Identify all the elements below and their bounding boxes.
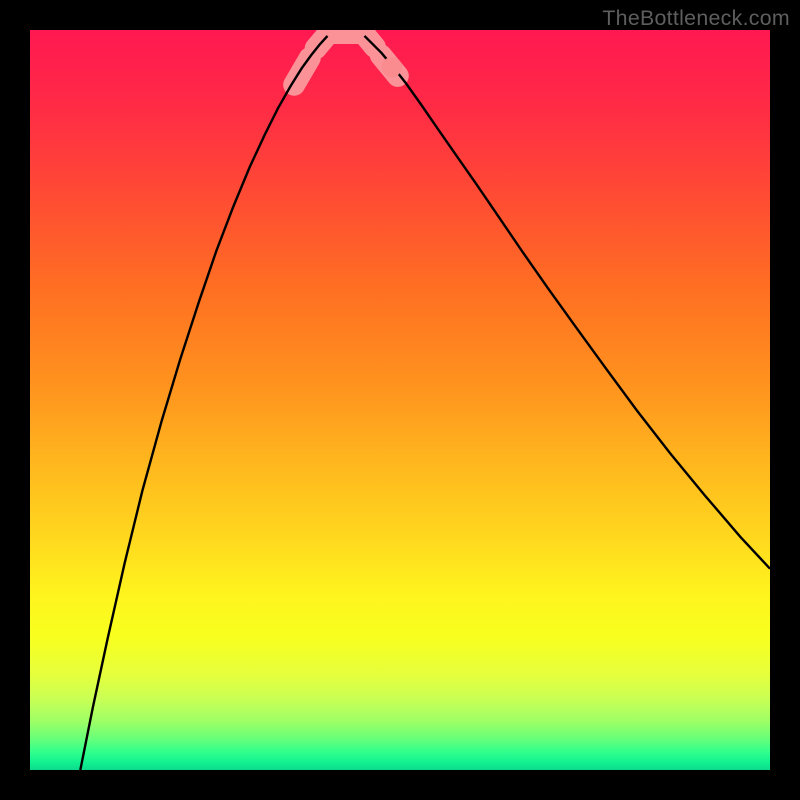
plot-area <box>30 30 770 770</box>
highlight-dot <box>382 57 402 77</box>
chart-container: TheBottleneck.com <box>0 0 800 800</box>
bottleneck-curve-figure <box>0 0 800 800</box>
watermark-text: TheBottleneck.com <box>602 6 790 31</box>
